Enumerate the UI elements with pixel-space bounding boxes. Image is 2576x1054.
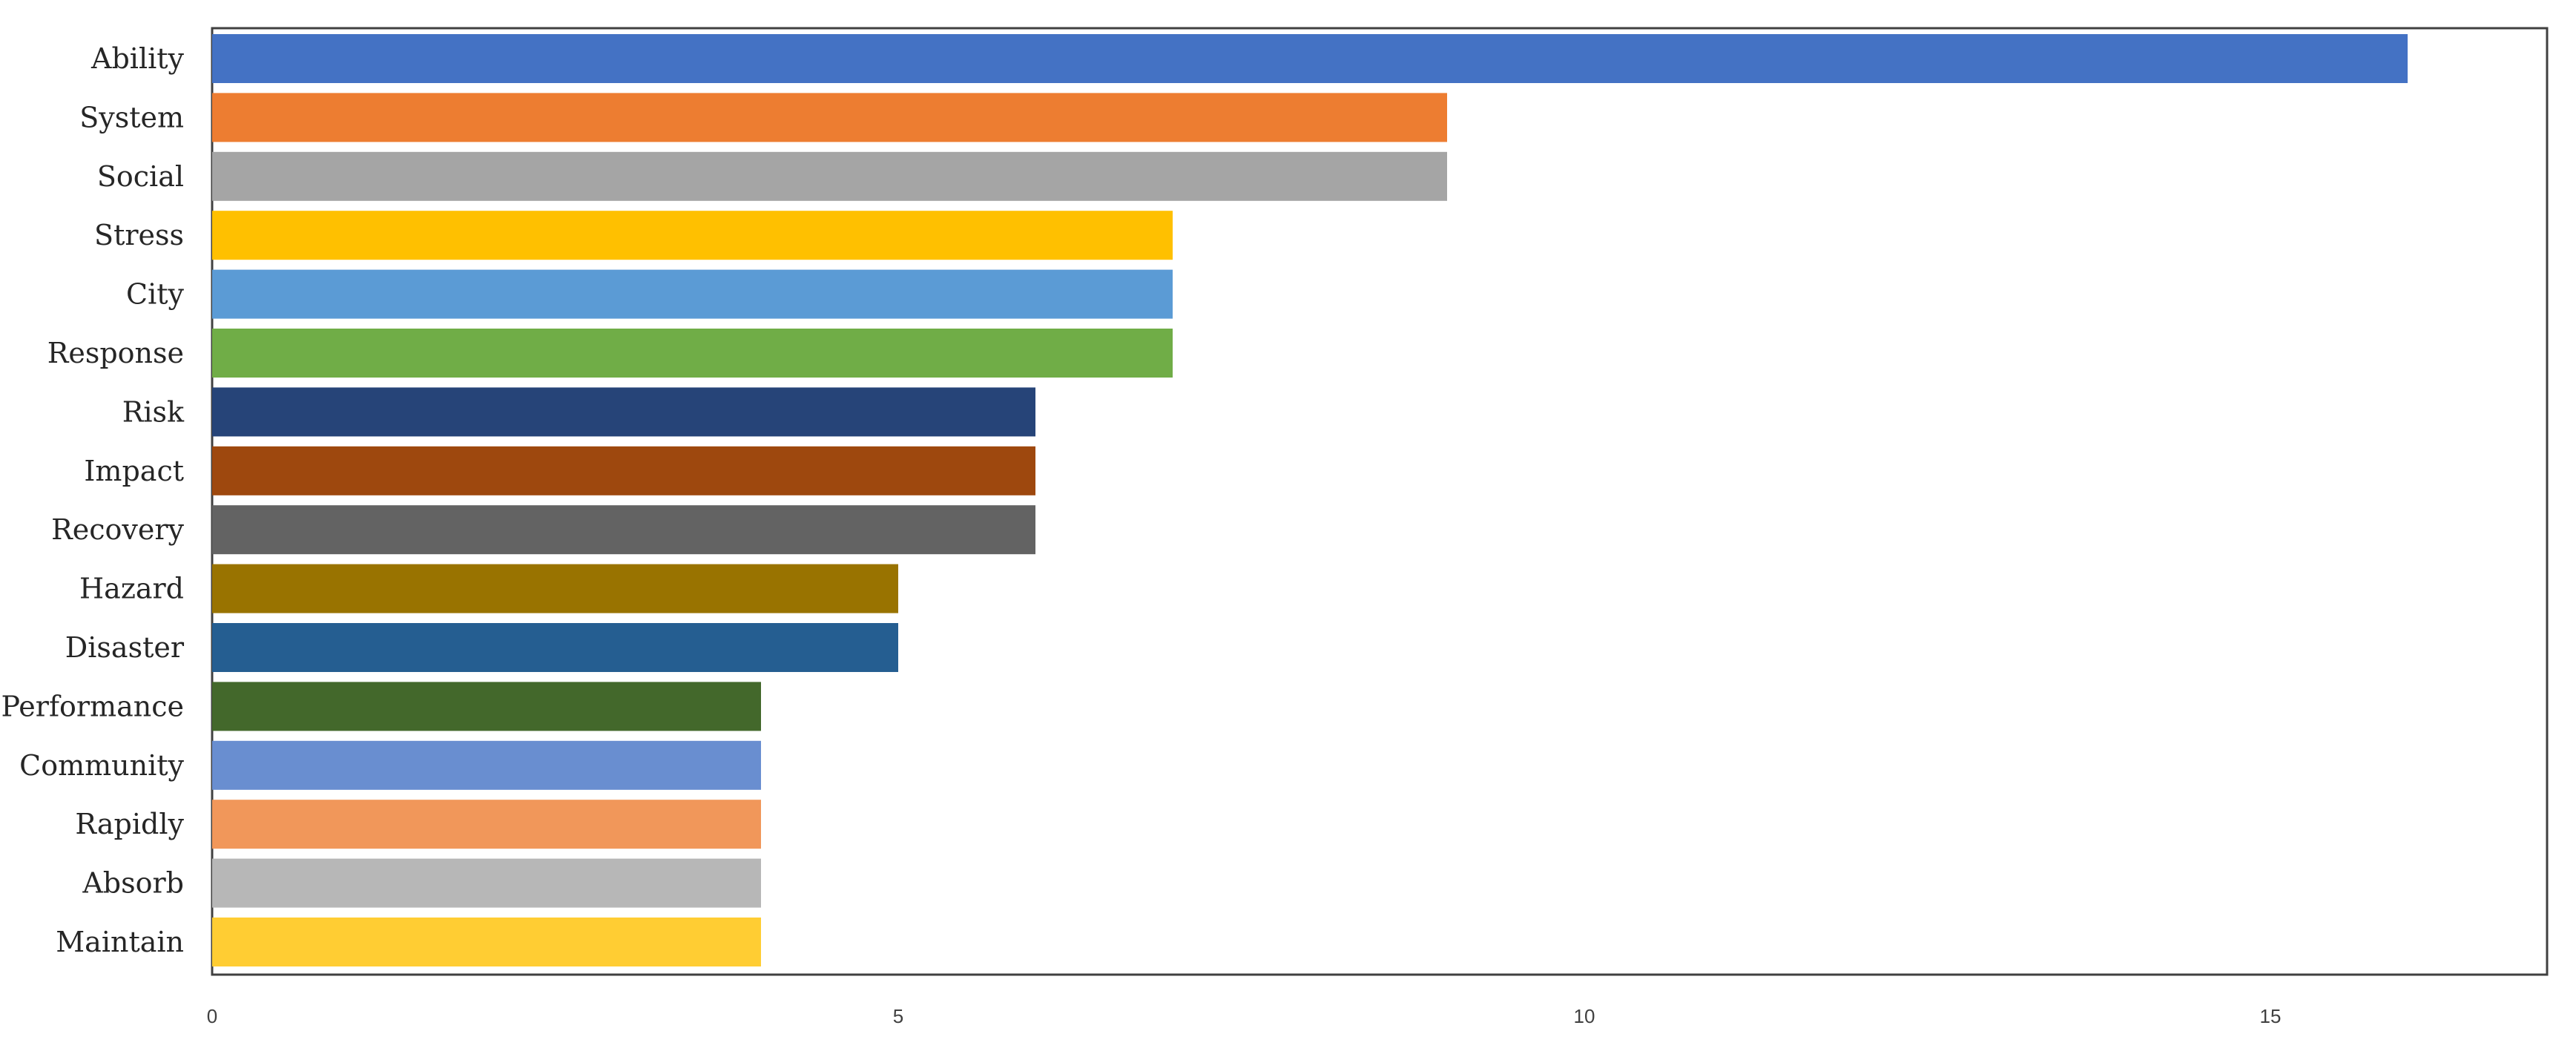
bar-stress <box>212 211 1173 260</box>
category-label-city: City <box>126 278 184 311</box>
bar-impact <box>212 446 1035 495</box>
x-tick-label-10: 10 <box>1574 1005 1595 1027</box>
bar-rapidly <box>212 800 761 849</box>
x-axis-ticks-group: 0 5 10 15 <box>207 1005 2282 1027</box>
bar-hazard <box>212 564 898 613</box>
bar-risk <box>212 387 1035 437</box>
category-label-response: Response <box>47 337 184 369</box>
category-label-rapidly: Rapidly <box>75 808 184 840</box>
category-label-absorb: Absorb <box>82 867 184 900</box>
bar-response <box>212 329 1173 378</box>
category-label-disaster: Disaster <box>65 631 185 664</box>
bar-system <box>212 93 1447 142</box>
bar-recovery <box>212 505 1035 555</box>
bars-group <box>212 34 2408 966</box>
category-labels-group: Ability System Social Stress City Response Ris… <box>1 42 185 958</box>
x-tick-label-5: 5 <box>893 1005 903 1027</box>
x-tick-label-15: 15 <box>2260 1005 2282 1027</box>
category-label-social: Social <box>97 160 184 193</box>
bar-city <box>212 269 1173 319</box>
category-label-recovery: Recovery <box>51 513 184 546</box>
x-tick-label-0: 0 <box>207 1005 217 1027</box>
category-label-risk: Risk <box>122 395 185 428</box>
category-label-maintain: Maintain <box>56 926 184 958</box>
bar-ability <box>212 34 2408 83</box>
category-label-ability: Ability <box>90 42 184 75</box>
bar-absorb <box>212 858 761 908</box>
bar-community <box>212 740 761 790</box>
bar-disaster <box>212 623 898 672</box>
category-label-stress: Stress <box>94 219 184 251</box>
category-label-system: System <box>79 101 184 134</box>
category-label-performance: Performance <box>1 690 184 722</box>
bar-performance <box>212 682 761 731</box>
bar-maintain <box>212 918 761 966</box>
category-label-community: Community <box>19 749 184 782</box>
bar-social <box>212 151 1447 201</box>
category-label-hazard: Hazard <box>79 573 184 605</box>
category-label-impact: Impact <box>84 455 184 487</box>
